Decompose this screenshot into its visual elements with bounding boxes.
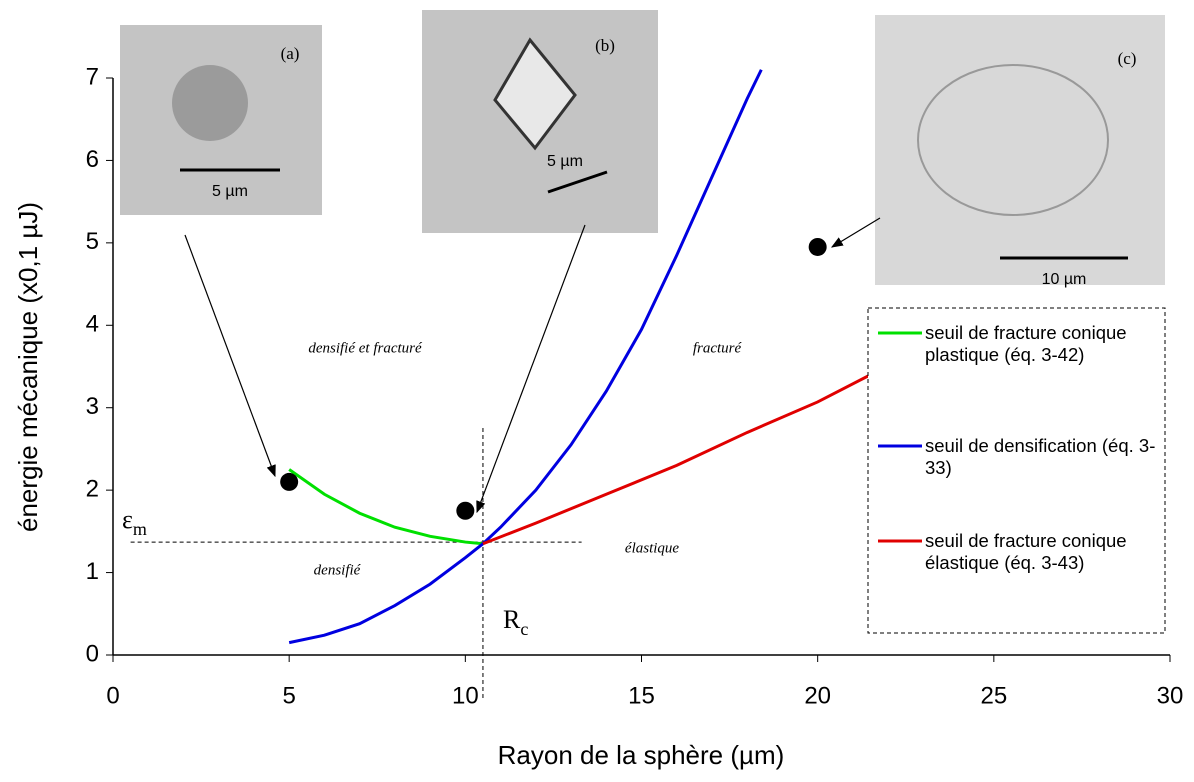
y-tick-label: 3: [86, 393, 99, 420]
x-tick-label: 25: [980, 682, 1007, 709]
photo-label: (b): [595, 36, 615, 55]
legend-box: [867, 307, 1166, 634]
photo: [875, 15, 1165, 285]
series-line: [482, 373, 872, 546]
scale-label: 10 µm: [1042, 271, 1087, 288]
x-tick-label: 20: [804, 682, 831, 709]
y-tick-label: 2: [86, 475, 99, 502]
y-tick-label: 6: [86, 146, 99, 173]
symbol-sub: m: [133, 519, 147, 539]
scale-bar: [547, 170, 608, 194]
symbol-label: Rc: [503, 605, 528, 639]
legend-label: seuil de fracture conique élastique (éq.…: [925, 530, 1127, 573]
y-tick-label: 5: [86, 228, 99, 255]
y-axis-title: énergie mécanique (x0,1 µJ): [13, 202, 43, 532]
x-axis-title: Rayon de la sphère (µm): [498, 740, 785, 770]
data-point: [456, 501, 475, 520]
photo-label: (c): [1118, 49, 1137, 68]
y-tick-label: 7: [86, 63, 99, 90]
x-tick-label: 15: [628, 682, 655, 709]
region-label: densifié: [314, 562, 362, 578]
region-label: élastique: [625, 540, 679, 556]
photo-particle: [172, 65, 248, 141]
series-line: [288, 468, 484, 546]
scale-label: 5 µm: [212, 183, 248, 200]
legend-label: seuil de densification (éq. 3-33): [925, 435, 1156, 478]
data-point: [280, 472, 299, 491]
photo-ring: [917, 64, 1109, 216]
arrow: [830, 217, 881, 248]
series-line: [288, 69, 763, 645]
x-tick-label: 30: [1157, 682, 1184, 709]
symbol: ε: [122, 505, 133, 534]
x-tick-label: 10: [452, 682, 479, 709]
symbol: R: [503, 605, 521, 634]
region-label: fracturé: [693, 340, 743, 356]
y-tick-label: 0: [86, 640, 99, 667]
legend-label: seuil de fracture conique plastique (éq.…: [925, 322, 1127, 365]
y-tick-label: 1: [86, 558, 99, 585]
y-tick-label: 4: [86, 311, 99, 338]
x-tick-label: 0: [106, 682, 119, 709]
region-label: densifié et fracturé: [308, 340, 423, 356]
photo-particle: [493, 37, 577, 151]
arrow: [476, 224, 586, 514]
x-tick-label: 5: [282, 682, 295, 709]
scale-label: 5 µm: [547, 153, 583, 170]
data-point: [808, 237, 827, 256]
arrow: [184, 234, 276, 478]
symbol-sub: c: [520, 619, 528, 639]
symbol-label: εm: [122, 505, 147, 539]
photo-label: (a): [281, 44, 300, 63]
